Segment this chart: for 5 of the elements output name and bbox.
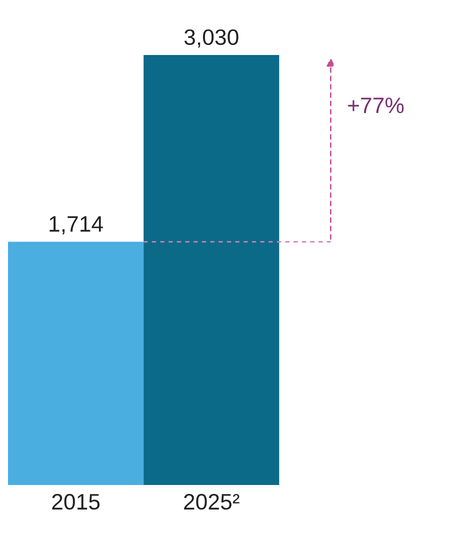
x-tick-label: 2015 <box>52 494 100 510</box>
data-label: 1,714 <box>50 216 103 234</box>
x-tick-label: 2025² <box>184 494 240 510</box>
data-label: 3,030 <box>184 29 238 48</box>
text: +77% <box>348 98 404 114</box>
